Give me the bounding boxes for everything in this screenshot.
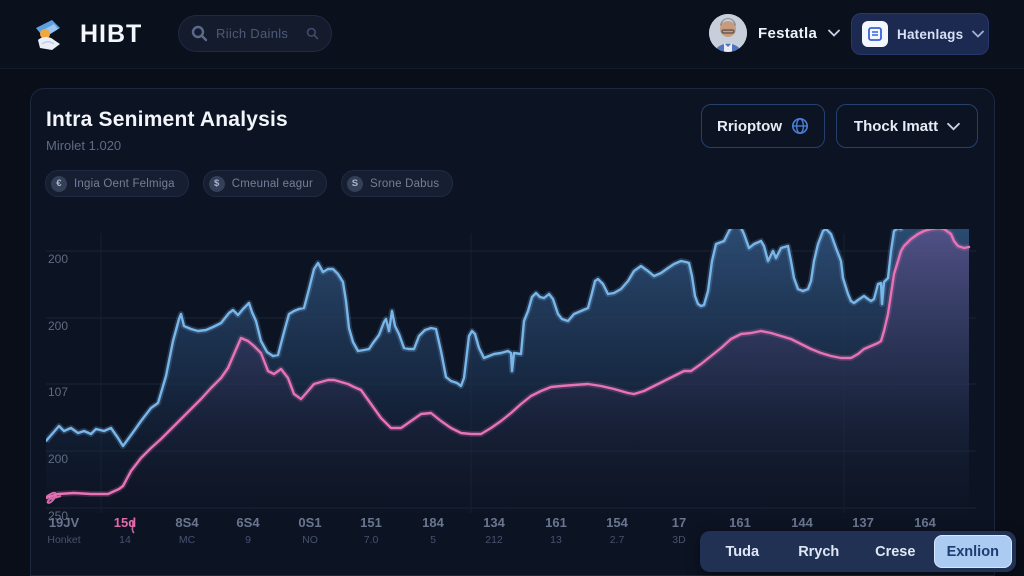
search-icon [191, 25, 208, 42]
x-tick-sublabel: 3D [672, 534, 686, 546]
x-tick-label: 0S1 [298, 515, 321, 530]
x-tick-label: 161 [545, 515, 567, 530]
chip-ingia[interactable]: € Ingia Oent Felmiga [45, 170, 189, 197]
top-nav-bar: HIBT Riich Dainls Festatla [0, 0, 1024, 69]
chip-cmeunal[interactable]: $ Cmeunal eagur [202, 170, 327, 197]
chip-label: Srone Dabus [370, 177, 440, 190]
user-menu[interactable]: Festatla [709, 14, 840, 52]
pink-line [46, 229, 971, 500]
search-input[interactable]: Riich Dainls [178, 15, 332, 52]
blue-line [46, 229, 903, 448]
globe-icon [792, 118, 808, 134]
x-tick-sublabel: 9 [245, 534, 251, 546]
x-tick-label: 19JV [49, 515, 80, 530]
x-tick-sublabel: 5 [430, 534, 436, 546]
x-tick-label: 137 [852, 515, 874, 530]
y-tick-label: 107 [48, 385, 68, 399]
x-tick-sublabel: MC [179, 534, 196, 546]
x-tick-sublabel: Honket [47, 534, 80, 546]
search-placeholder: Riich Dainls [216, 26, 289, 41]
x-tick-label: 151 [360, 515, 382, 530]
euro-icon: € [51, 175, 67, 192]
chip-srone[interactable]: S Srone Dabus [341, 170, 454, 197]
logo[interactable]: HIBT [30, 14, 142, 54]
chevron-down-icon [972, 30, 985, 38]
x-tick-sublabel: 14 [119, 534, 131, 546]
nav-dropdown-label: Hatenlags [897, 26, 964, 42]
chip-label: Cmeunal eagur [231, 177, 313, 190]
rrioptow-button-label: Rrioptow [717, 117, 782, 135]
x-tick-label: 134 [483, 515, 505, 530]
sentiment-analysis-card: Intra Seniment Analysis Mirolet 1.020 Rr… [30, 88, 995, 576]
x-tick-label: 144 [791, 515, 813, 530]
hand-money-logo-icon [36, 20, 60, 50]
pink-area [46, 229, 969, 513]
decor-pink-scribble [46, 491, 62, 504]
toolbar-button-tuda[interactable]: Tuda [704, 535, 781, 568]
x-tick-sublabel: 13 [550, 534, 562, 546]
x-tick-label: 6S4 [236, 515, 260, 530]
logo-text: HIBT [80, 19, 143, 48]
chip-label: Ingia Oent Felmiga [74, 177, 175, 190]
chevron-down-icon [828, 29, 840, 37]
rrioptow-button[interactable]: Rrioptow [701, 104, 825, 148]
page-subtitle: Mirolet 1.020 [46, 138, 122, 153]
toolbar-button-exnlion[interactable]: Exnlion [933, 535, 1012, 568]
toolbar-button-crese[interactable]: Crese [857, 535, 934, 568]
chart-mode-toolbar: Tuda Rrych Crese Exnlion [700, 531, 1016, 572]
x-tick-label: 184 [422, 515, 444, 530]
toolbar-button-rrych[interactable]: Rrych [781, 535, 858, 568]
document-icon [862, 21, 888, 47]
x-tick-sublabel: NO [302, 534, 318, 546]
x-tick-label: 154 [606, 515, 628, 530]
x-tick-sublabel: 212 [485, 534, 503, 546]
x-tick-label: 164 [914, 515, 936, 530]
y-tick-label: 200 [48, 319, 68, 333]
nav-dropdown-button[interactable]: Hatenlags [851, 13, 989, 55]
user-name: Festatla [758, 24, 818, 42]
legend-chip-row: € Ingia Oent Felmiga $ Cmeunal eagur S S… [45, 170, 454, 197]
avatar[interactable] [709, 14, 747, 52]
thock-imatt-label: Thock Imatt [853, 117, 939, 135]
chevron-down-icon [947, 122, 960, 131]
y-tick-label: 200 [48, 252, 68, 266]
y-tick-label: 250 [48, 509, 68, 523]
page-title: Intra Seniment Analysis [46, 108, 288, 131]
x-tick-label: 15d [114, 515, 136, 530]
x-tick-label: 17 [672, 515, 686, 530]
search-icon-secondary[interactable] [306, 27, 319, 40]
x-tick-sublabel: 2.7 [610, 534, 625, 546]
decor-pink-mark [131, 519, 135, 534]
dollar-icon: $ [208, 175, 225, 192]
y-tick-label: 200 [48, 452, 68, 466]
s-badge-icon: S [347, 175, 363, 192]
x-tick-label: 161 [729, 515, 751, 530]
x-tick-label: 8S4 [175, 515, 199, 530]
thock-imatt-dropdown[interactable]: Thock Imatt [836, 104, 978, 148]
x-tick-sublabel: 7.0 [364, 534, 379, 546]
